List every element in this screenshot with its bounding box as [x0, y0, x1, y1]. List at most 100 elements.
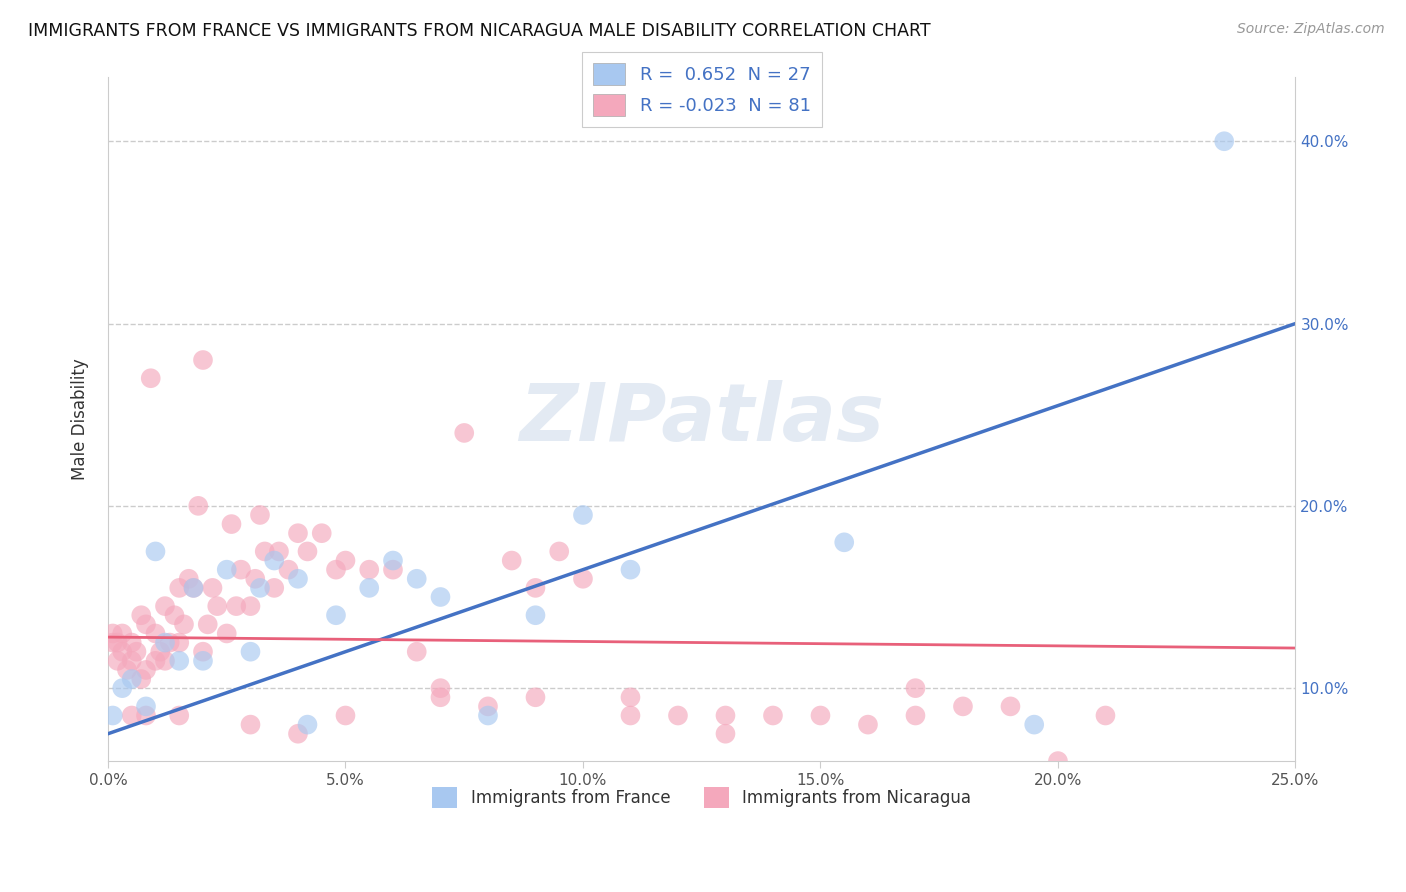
Point	[382, 563, 405, 577]
Point	[229, 563, 252, 577]
Point	[619, 690, 641, 705]
Point	[1000, 699, 1022, 714]
Point	[856, 717, 879, 731]
Point	[201, 581, 224, 595]
Point	[111, 626, 134, 640]
Point	[429, 681, 451, 695]
Point	[501, 553, 523, 567]
Point	[167, 635, 190, 649]
Point	[263, 581, 285, 595]
Point	[548, 544, 571, 558]
Point	[101, 708, 124, 723]
Point	[267, 544, 290, 558]
Point	[287, 727, 309, 741]
Point	[619, 708, 641, 723]
Point	[249, 581, 271, 595]
Point	[153, 654, 176, 668]
Point	[382, 553, 405, 567]
Point	[167, 654, 190, 668]
Point	[359, 581, 381, 595]
Point	[762, 708, 785, 723]
Point	[810, 708, 832, 723]
Point	[129, 608, 152, 623]
Point	[311, 526, 333, 541]
Point	[429, 690, 451, 705]
Text: Source: ZipAtlas.com: Source: ZipAtlas.com	[1237, 22, 1385, 37]
Point	[139, 371, 162, 385]
Point	[101, 626, 124, 640]
Point	[1046, 754, 1069, 768]
Point	[177, 572, 200, 586]
Point	[167, 708, 190, 723]
Point	[101, 635, 124, 649]
Point	[183, 581, 205, 595]
Point	[249, 508, 271, 522]
Point	[453, 425, 475, 440]
Point	[359, 563, 381, 577]
Y-axis label: Male Disability: Male Disability	[72, 359, 89, 480]
Point	[239, 599, 262, 614]
Point	[477, 699, 499, 714]
Point	[129, 672, 152, 686]
Point	[207, 599, 229, 614]
Point	[187, 499, 209, 513]
Point	[263, 553, 285, 567]
Point	[335, 708, 357, 723]
Point	[153, 635, 176, 649]
Point	[952, 699, 974, 714]
Point	[325, 608, 347, 623]
Point	[107, 635, 129, 649]
Point	[297, 544, 319, 558]
Point	[215, 563, 238, 577]
Point	[135, 617, 157, 632]
Point	[149, 645, 172, 659]
Point	[405, 572, 427, 586]
Point	[159, 635, 181, 649]
Point	[287, 526, 309, 541]
Point	[714, 708, 737, 723]
Point	[1213, 134, 1236, 148]
Point	[197, 617, 219, 632]
Point	[107, 654, 129, 668]
Point	[904, 708, 927, 723]
Point	[121, 635, 143, 649]
Point	[904, 681, 927, 695]
Point	[163, 608, 186, 623]
Point	[405, 645, 427, 659]
Point	[145, 626, 167, 640]
Point	[287, 572, 309, 586]
Text: ZIPatlas: ZIPatlas	[519, 380, 884, 458]
Point	[183, 581, 205, 595]
Point	[167, 581, 190, 595]
Point	[115, 663, 138, 677]
Point	[429, 590, 451, 604]
Point	[125, 645, 148, 659]
Point	[239, 717, 262, 731]
Point	[524, 581, 547, 595]
Point	[1094, 708, 1116, 723]
Point	[666, 708, 689, 723]
Point	[832, 535, 855, 549]
Point	[121, 672, 143, 686]
Point	[619, 563, 641, 577]
Point	[524, 608, 547, 623]
Point	[135, 663, 157, 677]
Point	[145, 544, 167, 558]
Point	[121, 708, 143, 723]
Point	[121, 654, 143, 668]
Point	[225, 599, 247, 614]
Point	[111, 645, 134, 659]
Point	[277, 563, 299, 577]
Point	[253, 544, 276, 558]
Point	[572, 572, 595, 586]
Point	[297, 717, 319, 731]
Point	[325, 563, 347, 577]
Point	[191, 353, 214, 368]
Point	[145, 654, 167, 668]
Text: IMMIGRANTS FROM FRANCE VS IMMIGRANTS FROM NICARAGUA MALE DISABILITY CORRELATION : IMMIGRANTS FROM FRANCE VS IMMIGRANTS FRO…	[28, 22, 931, 40]
Point	[135, 699, 157, 714]
Point	[1024, 717, 1046, 731]
Point	[191, 645, 214, 659]
Point	[111, 681, 134, 695]
Point	[153, 599, 176, 614]
